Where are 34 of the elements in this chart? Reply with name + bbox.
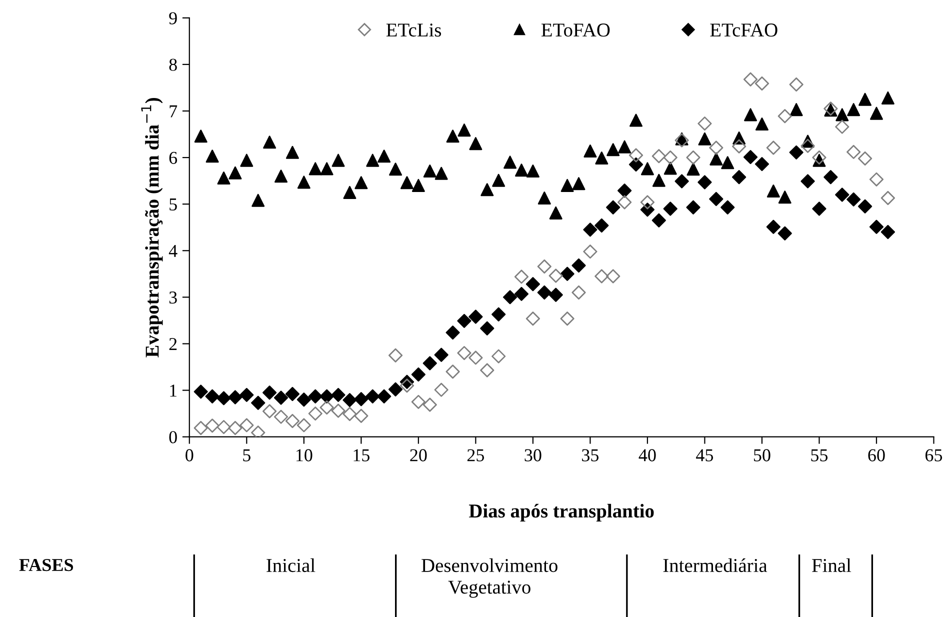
x-tick-label: 65 xyxy=(925,449,942,462)
x-tick-label: 25 xyxy=(467,449,484,462)
legend-label: EToFAO xyxy=(541,24,610,37)
x-tick-label: 55 xyxy=(811,449,828,462)
y-tick-label: 8 xyxy=(169,58,177,71)
x-tick-label: 45 xyxy=(696,449,714,462)
x-tick-label: 5 xyxy=(243,449,250,462)
text: Desenvolvimento Vegetativo xyxy=(422,558,558,598)
x-tick-label: 20 xyxy=(410,449,427,462)
legend-label: ETcFAO xyxy=(710,24,778,37)
x-tick-label: 50 xyxy=(754,449,770,462)
y-axis-title: Evapotranspiração (mm dia$^{−1}$) xyxy=(141,98,163,358)
y-tick-label: 1 xyxy=(170,384,177,397)
y-tick-label: 7 xyxy=(170,105,178,118)
y-tick-label: 0 xyxy=(169,431,177,444)
x-tick-label: 10 xyxy=(296,449,312,462)
x-tick-label: 0 xyxy=(186,449,194,462)
y-tick-label: 6 xyxy=(169,152,178,164)
y-tick-label: 5 xyxy=(170,198,177,211)
text: Final xyxy=(812,558,852,572)
text: Inicial xyxy=(266,558,316,572)
x-tick-label: 35 xyxy=(582,449,599,462)
x-tick-label: 30 xyxy=(524,449,542,462)
x-axis-title: Dias após transplantio xyxy=(468,504,654,522)
y-tick-label: 9 xyxy=(169,12,177,24)
text: Intermediária xyxy=(663,558,768,572)
x-tick-label: 15 xyxy=(354,449,370,462)
y-tick-label: 3 xyxy=(169,291,177,304)
x-tick-label: 60 xyxy=(868,449,885,462)
x-tick-label: 40 xyxy=(638,449,656,462)
y-tick-label: 4 xyxy=(168,245,178,257)
legend-label: ETcLis xyxy=(386,24,442,37)
y-tick-label: 2 xyxy=(169,338,177,350)
text: FASES xyxy=(19,558,74,572)
